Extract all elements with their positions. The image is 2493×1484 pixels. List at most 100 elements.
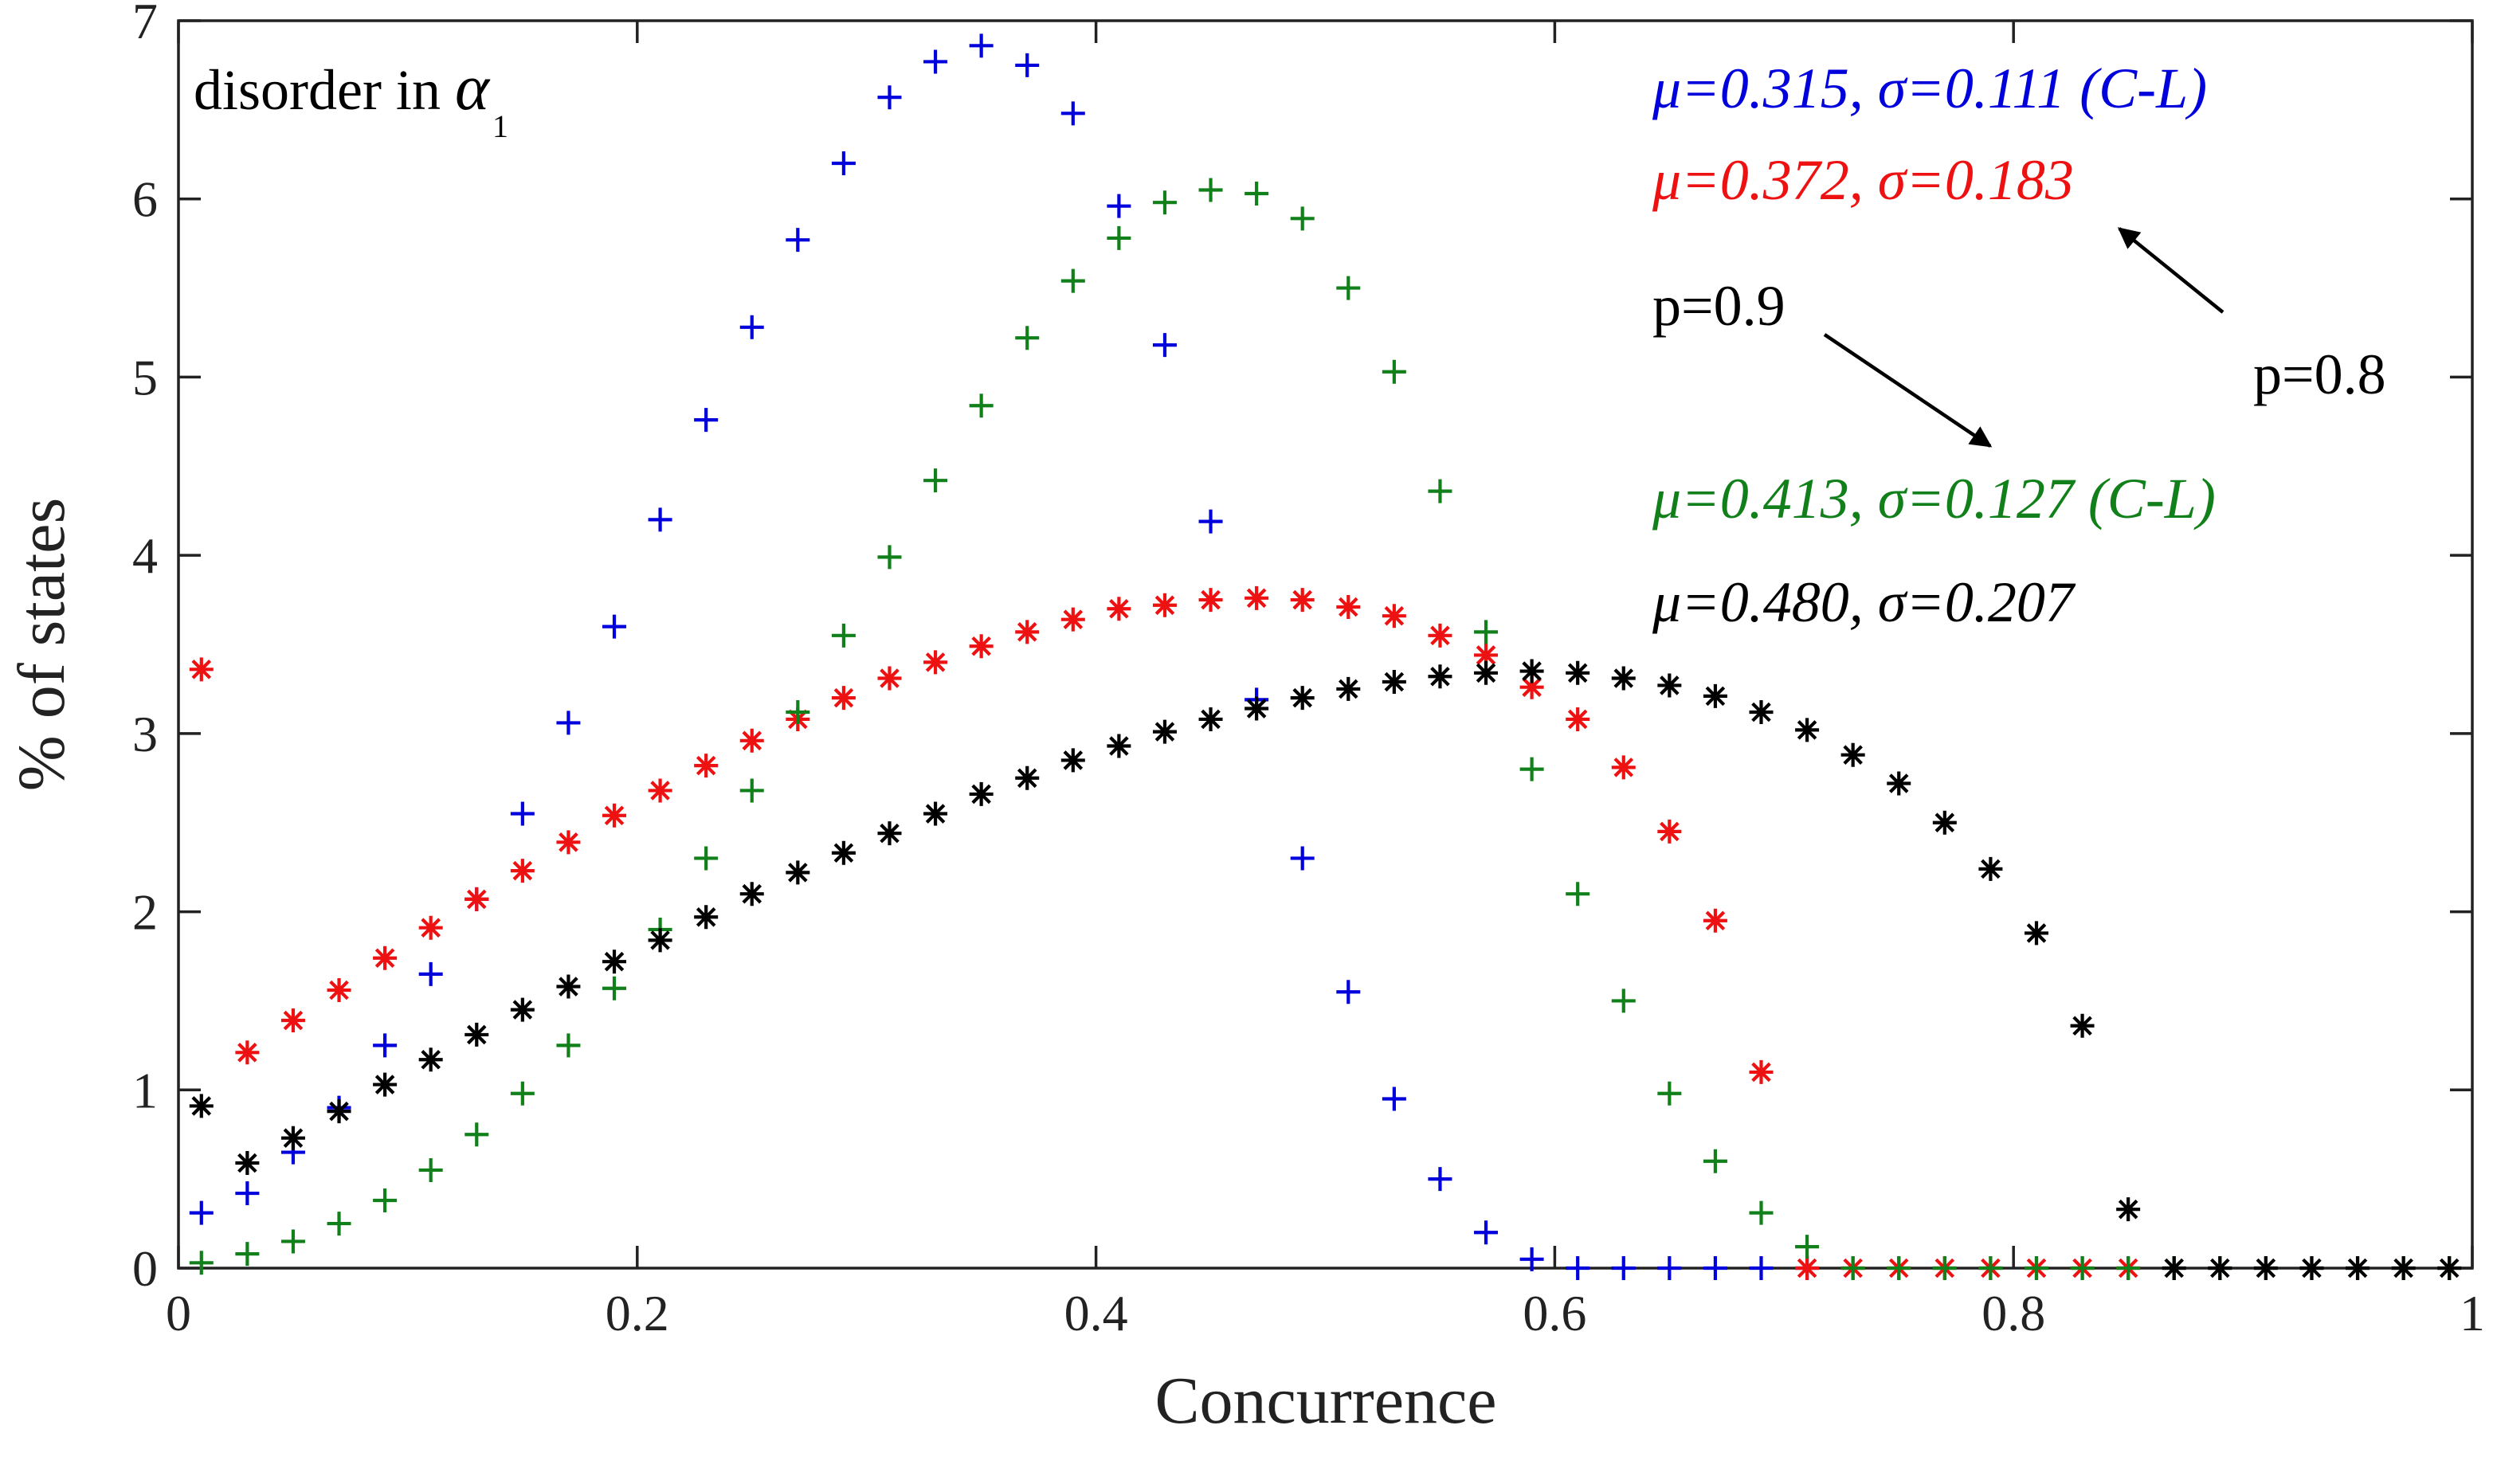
data-point [373,1188,398,1212]
data-point [1060,268,1085,293]
data-point [923,468,948,493]
data-point [1245,182,1269,206]
data-point [1382,1087,1406,1111]
y-tick-label: 6 [132,171,158,228]
data-point [1887,771,1911,796]
data-point [189,1251,214,1275]
y-tick-label: 2 [132,884,158,941]
arrow-p08 [2117,227,2224,314]
data-point [648,507,672,532]
y-tick-label: 3 [132,706,158,762]
data-point [1887,1256,1911,1280]
data-point [786,860,810,885]
data-point [1336,676,1361,701]
data-point [1290,206,1315,231]
data-point [1198,707,1223,731]
data-point [280,1229,305,1254]
data-point [1152,719,1177,744]
data-point [1566,882,1590,906]
x-axis-ticks: 0 0.2 0.4 0.6 0.8 1 [166,21,2485,1341]
data-point [556,711,581,735]
data-point [2116,1256,2141,1280]
y-tick-label: 0 [132,1240,158,1297]
data-point [1428,664,1452,689]
data-point [556,974,581,999]
data-point [739,882,764,906]
data-point [510,859,535,883]
data-point [1245,696,1269,721]
x-tick-label: 0.4 [1064,1285,1128,1341]
data-point [1382,359,1406,384]
data-point [2024,1256,2048,1280]
data-point [1749,700,1774,725]
arrow-p09 [1823,333,1993,448]
data-point [189,1200,214,1225]
y-tick-label: 5 [132,349,158,405]
data-point [235,1040,260,1065]
data-point [1519,659,1544,683]
data-point [464,1122,489,1147]
data-point [1795,718,1820,742]
data-point [1840,742,1865,767]
data-point [1152,593,1177,617]
data-point [235,1151,260,1176]
data-point [1382,604,1406,628]
data-point [373,1072,398,1097]
series-0 [189,33,1820,1280]
legend-red: μ=0.372, σ=0.183 [1652,148,2074,212]
data-point [373,946,398,970]
data-point [1474,620,1499,644]
data-point [1703,1149,1727,1173]
data-point [2346,1256,2370,1280]
data-point [923,801,948,826]
data-point [1932,1256,1957,1280]
data-point [280,1008,305,1033]
data-point [2070,1013,2095,1038]
x-tick-label: 1 [2460,1285,2485,1341]
data-point [510,1081,535,1106]
data-point [831,840,856,865]
plot-frame [177,19,2474,1270]
series-2 [189,178,2462,1280]
data-point [1245,585,1269,610]
data-point [280,1126,305,1150]
data-point [373,1033,398,1058]
data-point [1703,1256,1727,1280]
data-point [1015,326,1040,350]
data-point [2253,1256,2278,1280]
data-point [1749,1200,1774,1225]
data-point [1198,588,1223,613]
data-point [969,33,994,58]
data-point [694,905,719,930]
data-point [694,846,719,871]
data-point [1611,989,1636,1013]
data-point [831,623,856,648]
data-point [1428,1167,1452,1192]
data-point [877,85,902,110]
x-tick-label: 0.6 [1523,1285,1586,1341]
data-point [1198,509,1223,534]
data-point [877,666,902,691]
y-axis-label: % of states [5,498,79,792]
data-point [1657,819,1682,844]
data-point [2299,1256,2324,1280]
data-point [1749,1256,1774,1280]
data-point [1336,980,1361,1004]
data-point [1336,595,1361,620]
y-tick-label: 7 [132,0,158,49]
data-point [602,950,627,974]
data-point [1611,666,1636,691]
data-point [602,976,627,1000]
data-point [739,728,764,753]
data-point [1519,757,1544,781]
data-point [877,545,902,570]
data-point [1290,846,1315,871]
data-point [235,1242,260,1267]
data-series [189,33,2462,1280]
data-point [786,700,810,725]
data-point [969,781,994,806]
data-point [1015,53,1040,77]
y-tick-label: 1 [132,1062,158,1118]
legend-black: μ=0.480, σ=0.207 [1652,570,2076,634]
data-point [1474,643,1499,668]
